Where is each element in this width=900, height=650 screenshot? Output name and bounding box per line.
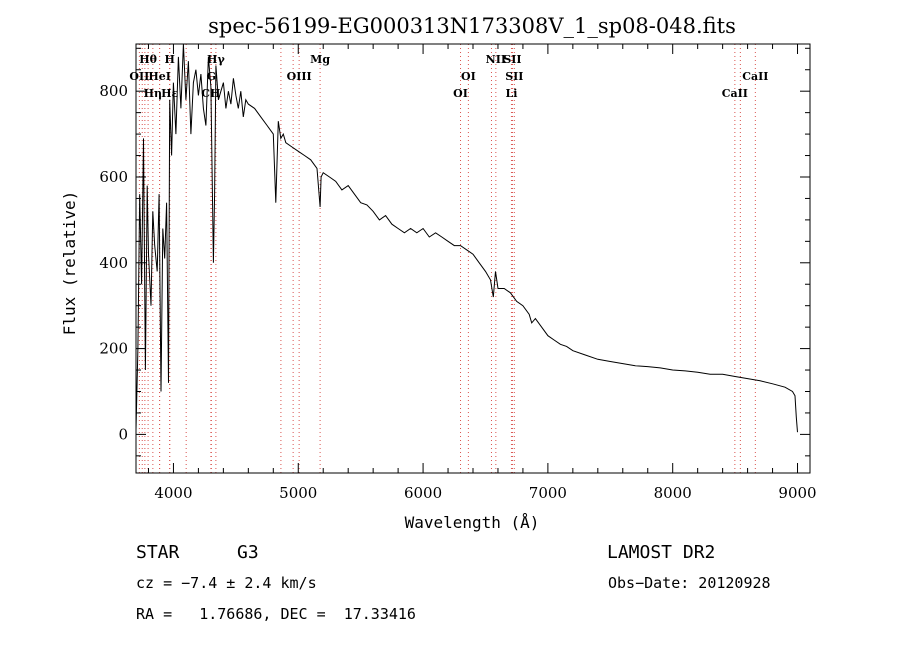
line-marker-group (138, 44, 756, 473)
y-tick-label: 200 (99, 340, 128, 358)
line-label: CH (201, 87, 220, 100)
x-axis-label: Wavelength (Å) (405, 513, 540, 532)
ticks-group: 4000 5000 6000 7000 8000 9000 0 200 400 600 800 (99, 44, 817, 502)
spectrum-line (135, 43, 798, 433)
line-label: G (207, 70, 216, 83)
line-label: OI (453, 87, 468, 100)
object-class: STAR (136, 542, 180, 563)
line-label: SII (503, 53, 521, 66)
x-tick-label: 7000 (529, 484, 567, 502)
line-label: Hγ (207, 53, 225, 66)
line-label: OII (129, 70, 149, 83)
line-label: Li (505, 87, 517, 100)
y-tick-label: 400 (99, 254, 128, 272)
ra-dec: RA = 1.76686, DEC = 17.33416 (136, 605, 416, 623)
line-label: NII (486, 53, 506, 66)
x-tick-label: 4000 (154, 484, 192, 502)
line-label: OI (461, 70, 476, 83)
survey-name: LAMOST DR2 (607, 542, 716, 563)
object-subclass: G3 (237, 542, 259, 563)
x-tick-label: 5000 (279, 484, 317, 502)
observation-date: Obs−Date: 20120928 (608, 574, 771, 592)
x-tick-label: 6000 (404, 484, 442, 502)
x-tick-label: 8000 (654, 484, 692, 502)
plot-frame (135, 43, 811, 474)
line-label: HeI (148, 70, 171, 83)
chart-title: spec-56199-EG000313N173308V_1_sp08-048.f… (208, 14, 736, 38)
y-tick-label: 0 (118, 425, 128, 443)
line-label: SII (505, 70, 523, 83)
y-tick-label: 600 (99, 168, 128, 186)
line-label: Hη (144, 87, 162, 100)
y-axis-label: Flux (relative) (60, 191, 79, 336)
line-label: Hε (161, 87, 178, 100)
line-label: CaII (742, 70, 768, 83)
line-label: Mg (310, 53, 330, 66)
spectrum-group (135, 43, 798, 433)
redshift-cz: cz = −7.4 ± 2.4 km/s (136, 574, 317, 592)
line-label: H (164, 53, 174, 66)
x-tick-label: 9000 (778, 484, 816, 502)
line-label: Hθ (139, 53, 157, 66)
line-label: CaII (722, 87, 748, 100)
y-tick-label: 800 (99, 82, 128, 100)
line-label: OIII (287, 70, 312, 83)
